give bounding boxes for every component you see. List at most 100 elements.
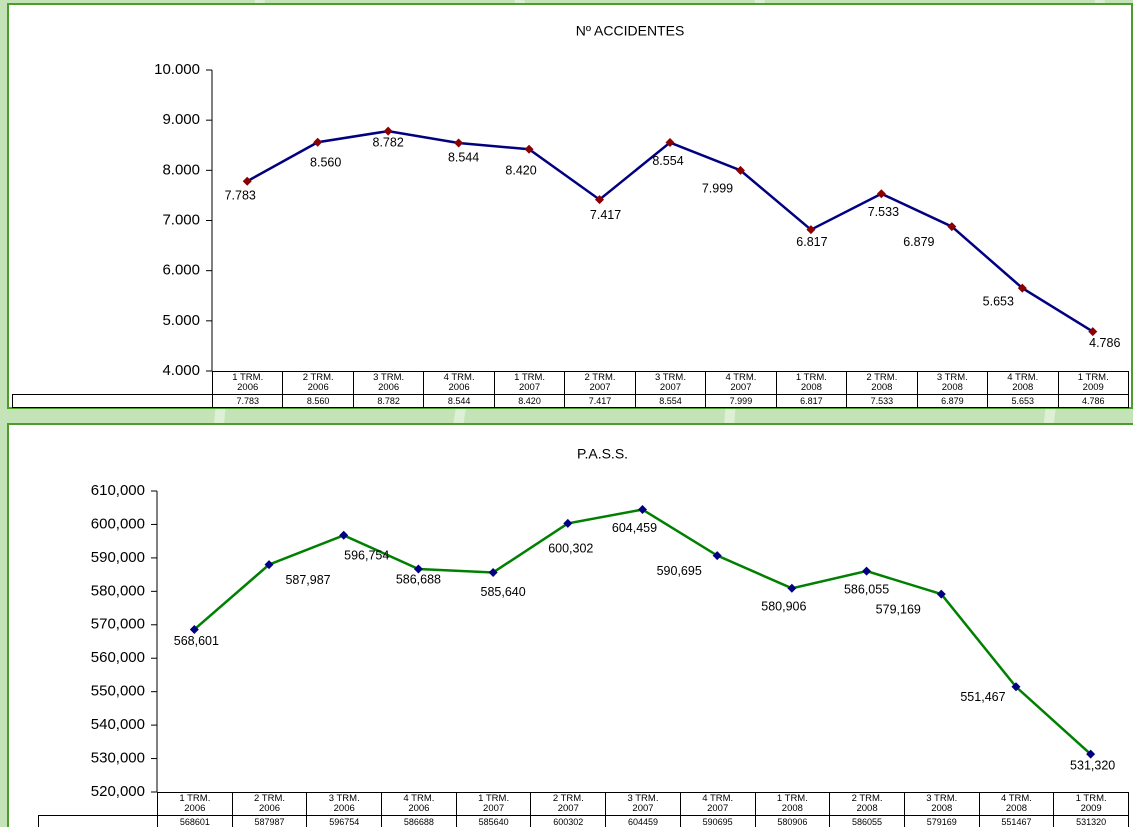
- category-cell: 1 TRM. 2008: [775, 371, 848, 395]
- category-cell-text: 2 TRM. 2007: [552, 793, 584, 814]
- table-value-text: 531320: [1076, 817, 1107, 827]
- category-cell-text: 1 TRM. 2006: [232, 372, 264, 393]
- data-label: 8.782: [373, 135, 404, 149]
- category-cell-text: 4 TRM. 2007: [725, 372, 757, 393]
- table-value-text: 586688: [403, 817, 434, 827]
- data-label: 586,688: [396, 572, 441, 586]
- data-point: [524, 144, 534, 154]
- table-value-text: 8.544: [447, 396, 471, 406]
- data-point: [1086, 749, 1096, 759]
- data-point: [595, 195, 605, 205]
- data-label: 600,302: [548, 542, 593, 556]
- table-value-text: 585640: [478, 817, 509, 827]
- table-value-text: 8.420: [518, 396, 541, 406]
- category-cell-text: 1 TRM. 2008: [776, 793, 808, 814]
- category-cell-text: 1 TRM. 2007: [478, 793, 510, 814]
- category-cell: 1 TRM. 2006: [157, 792, 233, 816]
- table-value: 585640: [455, 815, 532, 827]
- chart-frame: [7, 3, 1133, 409]
- table-value-text: 587987: [254, 817, 285, 827]
- table-value: 531320: [1053, 815, 1129, 827]
- data-label: 596,754: [344, 549, 389, 563]
- category-cell: 4 TRM. 2008: [978, 792, 1055, 816]
- data-point: [189, 624, 199, 634]
- category-cell-text: 4 TRM. 2006: [443, 372, 475, 393]
- table-value-text: 7.533: [870, 396, 894, 406]
- table-value-text: 590695: [702, 817, 733, 827]
- data-point: [936, 589, 946, 599]
- y-tick-label: 520,000: [91, 783, 145, 800]
- table-value-text: 6.817: [800, 396, 823, 406]
- data-point: [947, 222, 957, 232]
- category-cell-text: 2 TRM. 2006: [302, 372, 334, 393]
- chart-title: Nº ACCIDENTES: [576, 23, 685, 39]
- category-cell: 1 TRM. 2007: [493, 371, 566, 395]
- table-value-text: 586055: [852, 817, 883, 827]
- category-cell-text: 3 TRM. 2006: [328, 793, 360, 814]
- table-value: 8.420: [493, 394, 566, 408]
- y-tick-label: 9.000: [162, 111, 200, 128]
- category-cell-text: 3 TRM. 2007: [655, 372, 686, 393]
- table-value: 8.782: [352, 394, 425, 408]
- table-value-text: 580906: [777, 817, 808, 827]
- category-cell-text: 3 TRM. 2008: [926, 793, 958, 814]
- data-label: 5.653: [983, 294, 1014, 308]
- category-cell: 1 TRM. 2007: [455, 792, 532, 816]
- category-cell-text: 1 TRM. 2009: [1075, 793, 1107, 814]
- table-value: 586055: [829, 815, 905, 827]
- data-label: 551,467: [960, 690, 1005, 704]
- y-tick-label: 530,000: [91, 750, 145, 767]
- category-cell: 3 TRM. 2006: [306, 792, 383, 816]
- category-cell: 2 TRM. 2007: [564, 371, 636, 395]
- category-cell: 3 TRM. 2007: [634, 371, 707, 395]
- category-cell-text: 4 TRM. 2007: [702, 793, 734, 814]
- category-cell-text: 2 TRM. 2006: [254, 793, 286, 814]
- data-point: [1017, 283, 1027, 293]
- data-point: [735, 165, 745, 175]
- table-value-text: 7.783: [236, 396, 259, 406]
- data-label: 6.879: [903, 235, 934, 249]
- category-cell-text: 1 TRM. 2009: [1077, 372, 1109, 393]
- y-tick-label: 4.000: [162, 362, 200, 379]
- data-point: [787, 583, 797, 593]
- y-tick-label: 590,000: [91, 549, 145, 566]
- table-value-text: 7.417: [588, 396, 612, 406]
- data-label: 8.420: [505, 164, 536, 178]
- table-value: 7.533: [846, 394, 918, 408]
- table-value: 590695: [679, 815, 756, 827]
- data-point: [806, 225, 816, 235]
- y-tick-label: 5.000: [162, 312, 200, 329]
- data-point: [383, 126, 393, 136]
- data-point: [1088, 327, 1098, 337]
- category-cell: 1 TRM. 2006: [212, 371, 284, 395]
- category-cell: 3 TRM. 2007: [605, 792, 681, 816]
- table-value: 580906: [754, 815, 831, 827]
- data-point: [242, 176, 252, 186]
- table-value: 586688: [381, 815, 457, 827]
- table-value: 579169: [903, 815, 980, 827]
- table-value-text: 5.653: [1011, 396, 1035, 406]
- data-label: 8.560: [310, 156, 341, 170]
- table-value: 551467: [978, 815, 1055, 827]
- data-point: [488, 567, 498, 577]
- table-value-text: 8.560: [306, 396, 330, 406]
- category-cell: 2 TRM. 2007: [530, 792, 607, 816]
- data-point: [665, 138, 675, 148]
- category-cell: 4 TRM. 2007: [705, 371, 777, 395]
- data-label: 6.817: [796, 235, 827, 249]
- table-value-text: 551467: [1001, 817, 1032, 827]
- table-value-text: 596754: [329, 817, 360, 827]
- category-cell-text: 1 TRM. 2008: [795, 372, 827, 393]
- category-cell: 3 TRM. 2008: [903, 792, 980, 816]
- table-value-text: 7.999: [729, 396, 753, 406]
- category-cell: 1 TRM. 2009: [1057, 371, 1129, 395]
- category-cell: 1 TRM. 2008: [754, 792, 831, 816]
- category-cell: 2 TRM. 2008: [829, 792, 905, 816]
- category-cell-text: 4 TRM. 2006: [403, 793, 435, 814]
- category-cell: 2 TRM. 2006: [231, 792, 308, 816]
- table-value: 4.786: [1057, 394, 1129, 408]
- table-value: 5.653: [987, 394, 1059, 408]
- y-tick-label: 6.000: [162, 262, 200, 279]
- table-value: 8.554: [634, 394, 707, 408]
